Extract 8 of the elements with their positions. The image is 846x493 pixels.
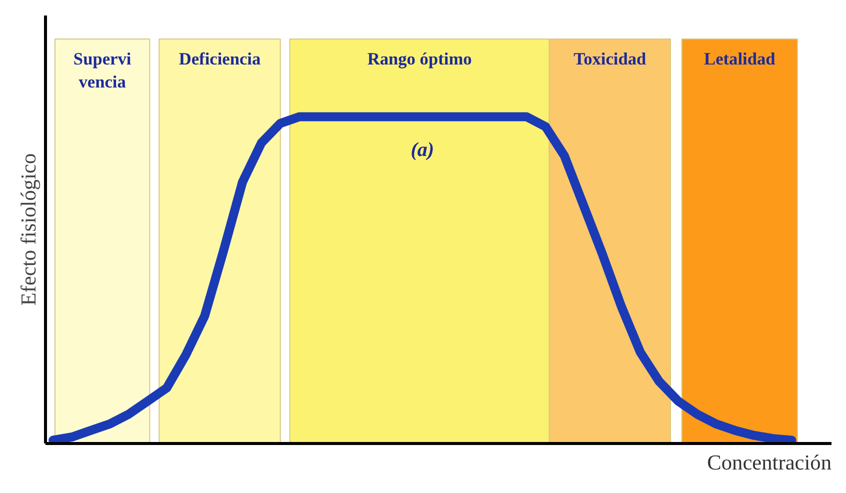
text: Supervi vencia xyxy=(73,50,132,92)
y-axis-title: Efecto fisiológico xyxy=(16,153,40,306)
text: Letalidad xyxy=(704,50,776,69)
text: Rango óptimo xyxy=(367,50,472,69)
text: Deficiencia xyxy=(178,50,261,69)
text: Toxicidad xyxy=(574,50,647,69)
x-axis-title: Concentración xyxy=(707,450,832,474)
annotation: (a) xyxy=(410,139,434,162)
